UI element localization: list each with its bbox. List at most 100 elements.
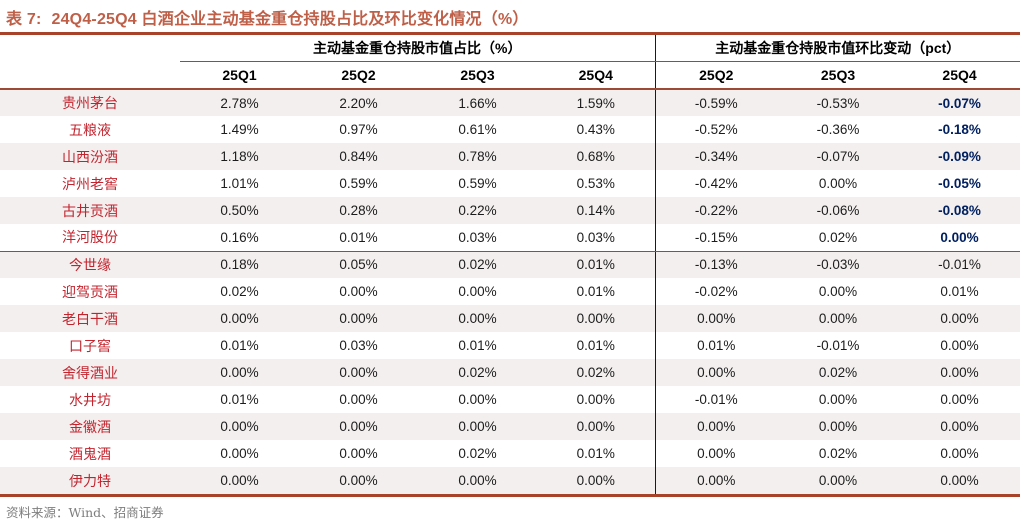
- table-row: 口子窖 0.01% 0.03% 0.01% 0.01% 0.01% -0.01% 0.00%: [0, 332, 1020, 359]
- holding-share-cell: 0.05%: [299, 251, 418, 278]
- holding-share-cell: 0.00%: [576, 392, 615, 407]
- qoq-change-cell: 0.00%: [777, 467, 900, 494]
- group-header-row: 主动基金重仓持股市值占比（%） 主动基金重仓持股市值环比变动（pct）: [0, 35, 1020, 62]
- table-row: 伊力特 0.00% 0.00% 0.00% 0.00% 0.00% 0.00% 0.00%: [0, 467, 1020, 494]
- holding-share-cell: 0.01%: [220, 392, 259, 407]
- company-name-cell: 洋河股份: [0, 224, 180, 252]
- holding-share-cell: 0.61%: [458, 122, 497, 137]
- qoq-change-cell: 0.00%: [818, 176, 858, 191]
- company-name-cell: 山西汾酒: [0, 143, 180, 170]
- holding-share-cell: 1.66%: [418, 89, 537, 116]
- company-name-cell: 贵州茅台: [0, 89, 180, 116]
- qoq-change-cell: 0.00%: [654, 359, 778, 386]
- qoq-change-cell: -0.34%: [654, 143, 778, 170]
- holding-share-cell: 0.00%: [537, 305, 656, 332]
- column-header: 25Q2: [299, 61, 418, 90]
- holding-share-cell: 0.00%: [537, 413, 656, 440]
- qoq-change-cell: 0.00%: [899, 359, 1020, 386]
- company-name-cell: 五粮液: [69, 122, 111, 139]
- holding-share-cell: 0.03%: [339, 338, 378, 353]
- holding-share-cell: 0.16%: [180, 224, 299, 252]
- qoq-change-cell: -0.15%: [654, 224, 778, 252]
- table-row: 今世缘 0.18% 0.05% 0.02% 0.01% -0.13% -0.03% -0.01…: [0, 251, 1020, 278]
- holding-share-cell: 0.53%: [576, 176, 615, 191]
- qoq-change-cell: -0.07%: [777, 143, 900, 170]
- column-header: 25Q4: [537, 61, 656, 90]
- holding-share-cell: 0.00%: [299, 467, 418, 494]
- holdings-table: 主动基金重仓持股市值占比（%） 主动基金重仓持股市值环比变动（pct） 25Q1…: [0, 35, 1020, 494]
- qoq-change-cell: -0.59%: [654, 89, 778, 116]
- company-name-cell: 水井坊: [69, 392, 111, 409]
- empty-corner-cell: [0, 35, 180, 61]
- holding-share-cell: 0.00%: [180, 305, 299, 332]
- holding-share-cell: 0.03%: [537, 224, 656, 252]
- holding-share-cell: 2.20%: [299, 89, 418, 116]
- qoq-change-cell: -0.13%: [654, 251, 778, 278]
- source-note: 资料来源：Wind、招商证券: [6, 505, 164, 520]
- company-name-cell: 泸州老窖: [62, 176, 118, 193]
- qoq-change-cell: 0.00%: [654, 413, 778, 440]
- table-row: 老白干酒 0.00% 0.00% 0.00% 0.00% 0.00% 0.00% 0.00%: [0, 305, 1020, 332]
- table-row: 舍得酒业 0.00% 0.00% 0.02% 0.02% 0.00% 0.02% 0.00%: [0, 359, 1020, 386]
- holding-share-cell: 0.22%: [418, 197, 537, 224]
- qoq-change-cell: -0.22%: [654, 197, 778, 224]
- table-row: 泸州老窖 1.01% 0.59% 0.59% 0.53% -0.42% 0.00% -0.05…: [0, 170, 1020, 197]
- table-title: 表 7: 24Q4-25Q4 白酒企业主动基金重仓持股占比及环比变化情况（%）: [0, 0, 1020, 32]
- company-name-cell: 金徽酒: [0, 413, 180, 440]
- qoq-change-cell: 0.02%: [777, 359, 900, 386]
- qoq-change-cell: 0.00%: [654, 440, 778, 467]
- holding-share-cell: 1.18%: [180, 143, 299, 170]
- table-body: 贵州茅台 2.78% 2.20% 1.66% 1.59% -0.59% -0.53% -0.0…: [0, 89, 1020, 494]
- holding-share-cell: 0.00%: [339, 284, 378, 299]
- qoq-change-cell: 0.00%: [818, 284, 858, 299]
- qoq-change-cell: 0.02%: [777, 224, 900, 252]
- holding-share-cell: 0.43%: [576, 122, 615, 137]
- table-row: 迎驾贡酒 0.02% 0.00% 0.00% 0.01% -0.02% 0.00% 0.01%: [0, 278, 1020, 305]
- qoq-change-cell: 0.00%: [777, 305, 900, 332]
- holding-share-cell: 0.18%: [180, 251, 299, 278]
- holding-share-cell: 0.84%: [299, 143, 418, 170]
- holding-share-cell: 0.00%: [339, 446, 378, 461]
- qoq-change-cell: 0.00%: [940, 392, 979, 407]
- holding-share-cell: 0.28%: [299, 197, 418, 224]
- holding-share-cell: 0.68%: [537, 143, 656, 170]
- holding-share-cell: 0.00%: [458, 284, 497, 299]
- holding-share-cell: 0.01%: [458, 338, 497, 353]
- qoq-change-cell: -0.03%: [777, 251, 900, 278]
- holding-share-cell: 0.00%: [299, 413, 418, 440]
- table-row: 水井坊 0.01% 0.00% 0.00% 0.00% -0.01% 0.00% 0.00%: [0, 386, 1020, 413]
- qoq-change-cell: 0.01%: [940, 284, 979, 299]
- qoq-change-cell: 0.00%: [899, 224, 1020, 252]
- qoq-change-cell: -0.09%: [899, 143, 1020, 170]
- table-number-label: 表 7:: [6, 11, 42, 28]
- qoq-change-cell: 0.00%: [777, 413, 900, 440]
- table-title-text: 24Q4-25Q4 白酒企业主动基金重仓持股占比及环比变化情况（%）: [51, 11, 529, 28]
- table-row: 酒鬼酒 0.00% 0.00% 0.02% 0.01% 0.00% 0.02% 0.00%: [0, 440, 1020, 467]
- qoq-change-cell: 0.00%: [654, 305, 778, 332]
- holding-share-cell: 0.01%: [576, 284, 615, 299]
- holding-share-cell: 0.01%: [576, 446, 615, 461]
- qoq-change-cell: -0.01%: [899, 251, 1020, 278]
- holding-share-cell: 0.02%: [458, 446, 497, 461]
- holding-share-cell: 2.78%: [180, 89, 299, 116]
- holding-share-cell: 0.02%: [220, 284, 259, 299]
- qoq-change-cell: 0.00%: [899, 467, 1020, 494]
- holding-share-cell: 0.00%: [537, 467, 656, 494]
- column-header: 25Q4: [899, 61, 1020, 90]
- holding-share-cell: 0.01%: [537, 251, 656, 278]
- title-underline: [0, 32, 1020, 35]
- company-name-cell: 口子窖: [69, 338, 111, 355]
- holding-share-cell: 0.00%: [458, 392, 497, 407]
- company-name-cell: 古井贡酒: [0, 197, 180, 224]
- column-header: 25Q3: [777, 61, 900, 90]
- company-name-cell: 舍得酒业: [0, 359, 180, 386]
- holding-share-cell: 0.97%: [339, 122, 378, 137]
- qoq-change-cell: -0.01%: [816, 338, 860, 353]
- group-header-holdings-share: 主动基金重仓持股市值占比（%）: [180, 35, 656, 62]
- qoq-change-cell: 0.00%: [899, 305, 1020, 332]
- qoq-change-cell: 0.02%: [818, 446, 858, 461]
- company-name-cell: 迎驾贡酒: [62, 284, 118, 301]
- table-bottom-rule: [0, 494, 1020, 497]
- qoq-change-cell: -0.08%: [899, 197, 1020, 224]
